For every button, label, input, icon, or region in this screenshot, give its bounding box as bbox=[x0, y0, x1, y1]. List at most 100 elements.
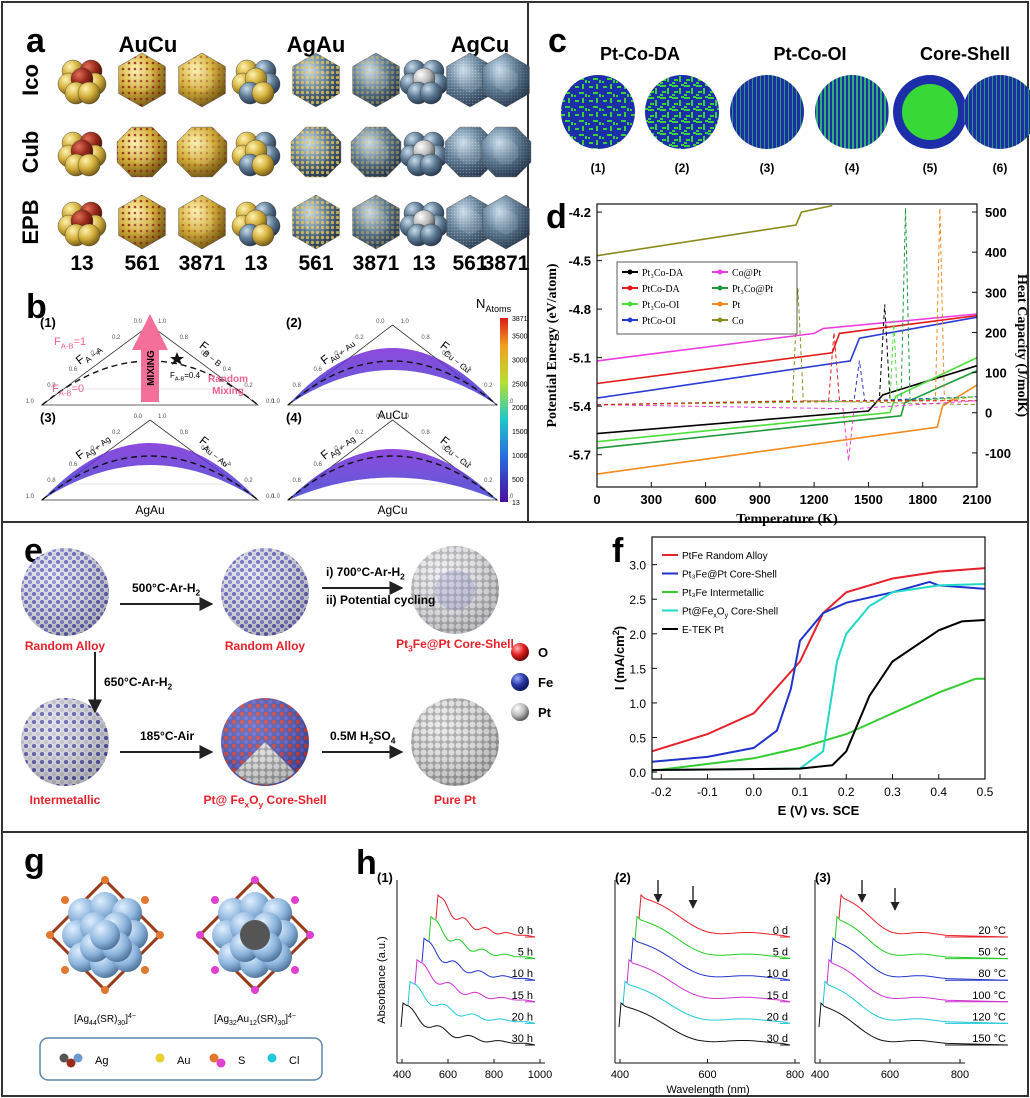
text-part: Au bbox=[237, 1014, 249, 1025]
size-label: 561 bbox=[124, 252, 159, 275]
curve-label: 80 °C bbox=[978, 968, 1006, 980]
ternary-tick: 1.0 bbox=[401, 319, 410, 325]
ligand-atom bbox=[211, 896, 219, 904]
text-part: Fe@Pt Core-Shell bbox=[413, 637, 514, 651]
x-tick-label: 300 bbox=[640, 492, 662, 507]
ligand-atom bbox=[251, 986, 259, 994]
element-label: Fe bbox=[538, 675, 553, 690]
ligand-atom bbox=[141, 896, 149, 904]
y2-tick-label: 500 bbox=[985, 205, 1007, 220]
atom bbox=[252, 154, 274, 176]
text-part: 12 bbox=[249, 1020, 257, 1027]
element-key bbox=[511, 643, 529, 661]
ternary-tick: 1.0 bbox=[26, 494, 35, 500]
legend-atom bbox=[74, 1054, 83, 1063]
ternary-tick: 0.8 bbox=[293, 383, 302, 389]
facet bbox=[494, 140, 518, 164]
panel-label: a bbox=[26, 22, 46, 60]
text-part: Core-Shell bbox=[263, 793, 326, 807]
curve-label: 20 h bbox=[512, 1011, 533, 1023]
x-tick-label: 0.5 bbox=[977, 785, 994, 799]
y-axis-label: I (mA/cm2) bbox=[611, 626, 627, 690]
series-line bbox=[597, 333, 977, 405]
x-tick-label: 900 bbox=[749, 492, 771, 507]
size-label: 13 bbox=[244, 252, 267, 275]
ternary-tick: 0.8 bbox=[421, 335, 430, 341]
text-part: ) bbox=[612, 626, 627, 630]
annotation: Mixing bbox=[212, 386, 244, 397]
annotation: Random bbox=[208, 374, 248, 385]
text-part: 30 bbox=[277, 1020, 285, 1027]
legend-label: Pt bbox=[732, 300, 741, 311]
ternary-tick: 0.6 bbox=[69, 462, 78, 468]
shading bbox=[411, 698, 499, 786]
row-header: Cub bbox=[18, 131, 43, 174]
curve-label: 100 °C bbox=[972, 990, 1006, 1002]
state-label: Intermetallic bbox=[30, 793, 101, 807]
cluster-formula: [Ag32Au12(SR)30]4− bbox=[214, 1013, 296, 1027]
subplot-tag: (3) bbox=[40, 410, 56, 425]
colorbar-tick: 13 bbox=[512, 500, 520, 507]
text-part: Ag − Ag bbox=[328, 434, 358, 460]
atom bbox=[78, 224, 100, 246]
colorbar-tick: 1500 bbox=[512, 429, 528, 436]
step-label: 185°C-Air bbox=[140, 729, 194, 743]
ligand-atom bbox=[101, 986, 109, 994]
ternary-tick: 0.0 bbox=[134, 319, 143, 325]
cluster-formula: [Ag44(SR)30]4− bbox=[74, 1013, 136, 1027]
y2-tick-label: 400 bbox=[985, 245, 1007, 260]
x-tick-label: 1200 bbox=[800, 492, 829, 507]
ternary-tick: 1.0 bbox=[272, 399, 281, 405]
slice-tag: (4) bbox=[845, 161, 860, 175]
text-part: 4− bbox=[288, 1013, 296, 1020]
subplot-tag: (1) bbox=[377, 870, 393, 885]
ternary-tick: 0.2 bbox=[112, 430, 121, 436]
atom bbox=[78, 82, 100, 104]
x-tick-label: 800 bbox=[951, 1069, 969, 1081]
text-part: Pt@ Fe bbox=[203, 793, 244, 807]
atom bbox=[420, 154, 442, 176]
ligand-atom bbox=[46, 931, 54, 939]
size-label: 3871 bbox=[353, 252, 400, 275]
curve-label: 0 d bbox=[773, 925, 788, 937]
slice-tag: (6) bbox=[993, 161, 1008, 175]
particle-slice bbox=[645, 75, 719, 149]
text-part: O bbox=[249, 793, 258, 807]
text-part: [Ag bbox=[214, 1014, 229, 1025]
colorbar-tick: 2500 bbox=[512, 381, 528, 388]
element-label: O bbox=[538, 645, 548, 660]
spectrum bbox=[619, 1003, 790, 1045]
spectrum bbox=[623, 981, 790, 1023]
curve-label: 10 d bbox=[767, 968, 788, 980]
curve-label: 0 h bbox=[518, 925, 533, 937]
mixing-label: MIXING bbox=[146, 350, 157, 386]
text-part: B − B bbox=[201, 348, 224, 369]
x-axis-label: Wavelength (nm) bbox=[666, 1084, 749, 1096]
text-part: Pt@Fe bbox=[682, 607, 714, 618]
legend-marker bbox=[718, 270, 723, 275]
x-tick-label: 2100 bbox=[963, 492, 992, 507]
subplot-tag: (1) bbox=[40, 315, 56, 330]
ligand-atom bbox=[196, 931, 204, 939]
text-part: 4− bbox=[128, 1013, 136, 1020]
state-label: Random Alloy bbox=[225, 639, 306, 653]
y-tick-label: 1.0 bbox=[629, 697, 646, 711]
text-part: 44 bbox=[89, 1020, 97, 1027]
particle-slice bbox=[815, 75, 889, 149]
ternary-tick: 0.8 bbox=[47, 478, 56, 484]
series-line bbox=[597, 206, 832, 256]
ternary-tick: 0.6 bbox=[313, 462, 322, 468]
legend-label: PtFe Random Alloy bbox=[682, 551, 768, 562]
subplot-tag: (2) bbox=[615, 870, 631, 885]
subplot-tag: (4) bbox=[286, 410, 302, 425]
silver-atom bbox=[240, 920, 270, 950]
shading bbox=[21, 548, 109, 636]
ternary-tick: 0.2 bbox=[355, 335, 364, 341]
annotation: FA-B=1 bbox=[54, 336, 86, 350]
legend-label: E-TEK Pt bbox=[682, 625, 724, 636]
annotation: FA-B=0.4 bbox=[170, 371, 201, 382]
panel-label: f bbox=[612, 532, 624, 570]
panel-label: c bbox=[548, 22, 567, 60]
text-part: 30 bbox=[117, 1020, 125, 1027]
ternary-tick: 0.6 bbox=[313, 367, 322, 373]
